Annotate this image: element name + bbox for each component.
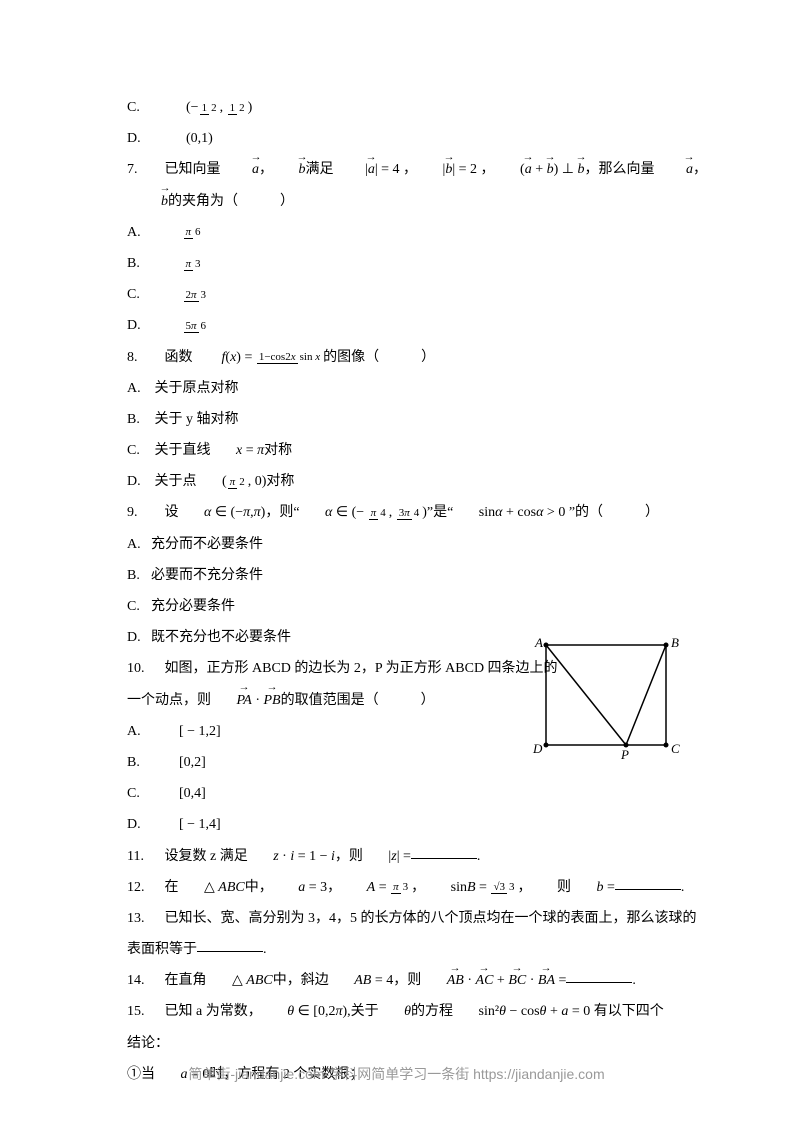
q9-stem: 9. 设 α ∈ (−π,π)，则“ α ∈ (− π4, 3π4)”是“ si… bbox=[127, 500, 666, 525]
q6-d-value: (0,1) bbox=[186, 131, 213, 146]
fig-label-B: B bbox=[671, 635, 679, 650]
fig-label-P: P bbox=[620, 747, 629, 760]
q13-stem-line2: 表面积等于. bbox=[127, 937, 666, 962]
q9-option-b: B.必要而不充分条件 bbox=[127, 563, 666, 588]
label-d: D. bbox=[127, 126, 151, 151]
q10-option-c: C.[0,4] bbox=[127, 781, 666, 806]
q14-stem: 14. 在直角 △ ABC中，斜边 AB = 4，则 AB · AC + BC … bbox=[127, 968, 666, 993]
q11-stem: 11. 设复数 z 满足 z · i = 1 − i，则 |z| =. bbox=[127, 844, 666, 869]
q12-stem: 12. 在 △ ABC中， a = 3， A = π3， sinB = √33，… bbox=[127, 875, 666, 900]
q6-option-d: D. (0,1) bbox=[127, 126, 666, 151]
q6-c-value: (−12, 12) bbox=[186, 100, 252, 115]
q8-option-d: D. 关于点 (π2, 0)对称 bbox=[127, 469, 666, 494]
fig-label-C: C bbox=[671, 741, 680, 756]
q7-option-d: D. 5π6 bbox=[127, 313, 666, 338]
q7-stem-line1: 7. 已知向量 a， b满足 |a| = 4 ， |b| = 2 ， (a + … bbox=[127, 157, 666, 182]
q8-option-a: A. 关于原点对称 bbox=[127, 376, 666, 401]
q7-number: 7. bbox=[127, 157, 161, 182]
fig-label-A: A bbox=[534, 635, 543, 650]
q13-blank bbox=[197, 951, 263, 952]
q10-figure: A B D C P bbox=[531, 635, 686, 760]
q15-stem-line2: 结论： bbox=[127, 1031, 666, 1056]
q14-blank bbox=[566, 982, 632, 983]
q7-option-a: A. π6 bbox=[127, 220, 666, 245]
q8-option-c: C. 关于直线 x = π对称 bbox=[127, 438, 666, 463]
text: 已知向量 bbox=[165, 162, 221, 177]
q9-option-a: A.充分而不必要条件 bbox=[127, 532, 666, 557]
q9-option-c: C.充分必要条件 bbox=[127, 594, 666, 619]
page-footer: 简单街-jiandanjie.com-学科网简单学习一条街 https://ji… bbox=[0, 1062, 793, 1087]
q6-option-c: C. (−12, 12) bbox=[127, 95, 666, 120]
q7-option-b: B. π3 bbox=[127, 251, 666, 276]
q11-blank bbox=[411, 858, 477, 859]
q15-stem-line1: 15. 已知 a 为常数， θ ∈ [0,2π),关于 θ的方程 sin²θ −… bbox=[127, 999, 666, 1024]
q10-option-d: D.[ − 1,4] bbox=[127, 812, 666, 837]
q8-option-b: B. 关于 y 轴对称 bbox=[127, 407, 666, 432]
q7-option-c: C. 2π3 bbox=[127, 282, 666, 307]
q7-stem-line2: b的夹角为（ ） bbox=[127, 189, 666, 214]
q13-stem-line1: 13. 已知长、宽、高分别为 3，4，5 的长方体的八个顶点均在一个球的表面上，… bbox=[127, 906, 666, 931]
q12-blank bbox=[615, 889, 681, 890]
fig-label-D: D bbox=[532, 741, 543, 756]
q8-stem: 8. 函数 f(x) = 1−cos2xsin x的图像（ ） bbox=[127, 345, 666, 370]
label-c: C. bbox=[127, 95, 151, 120]
